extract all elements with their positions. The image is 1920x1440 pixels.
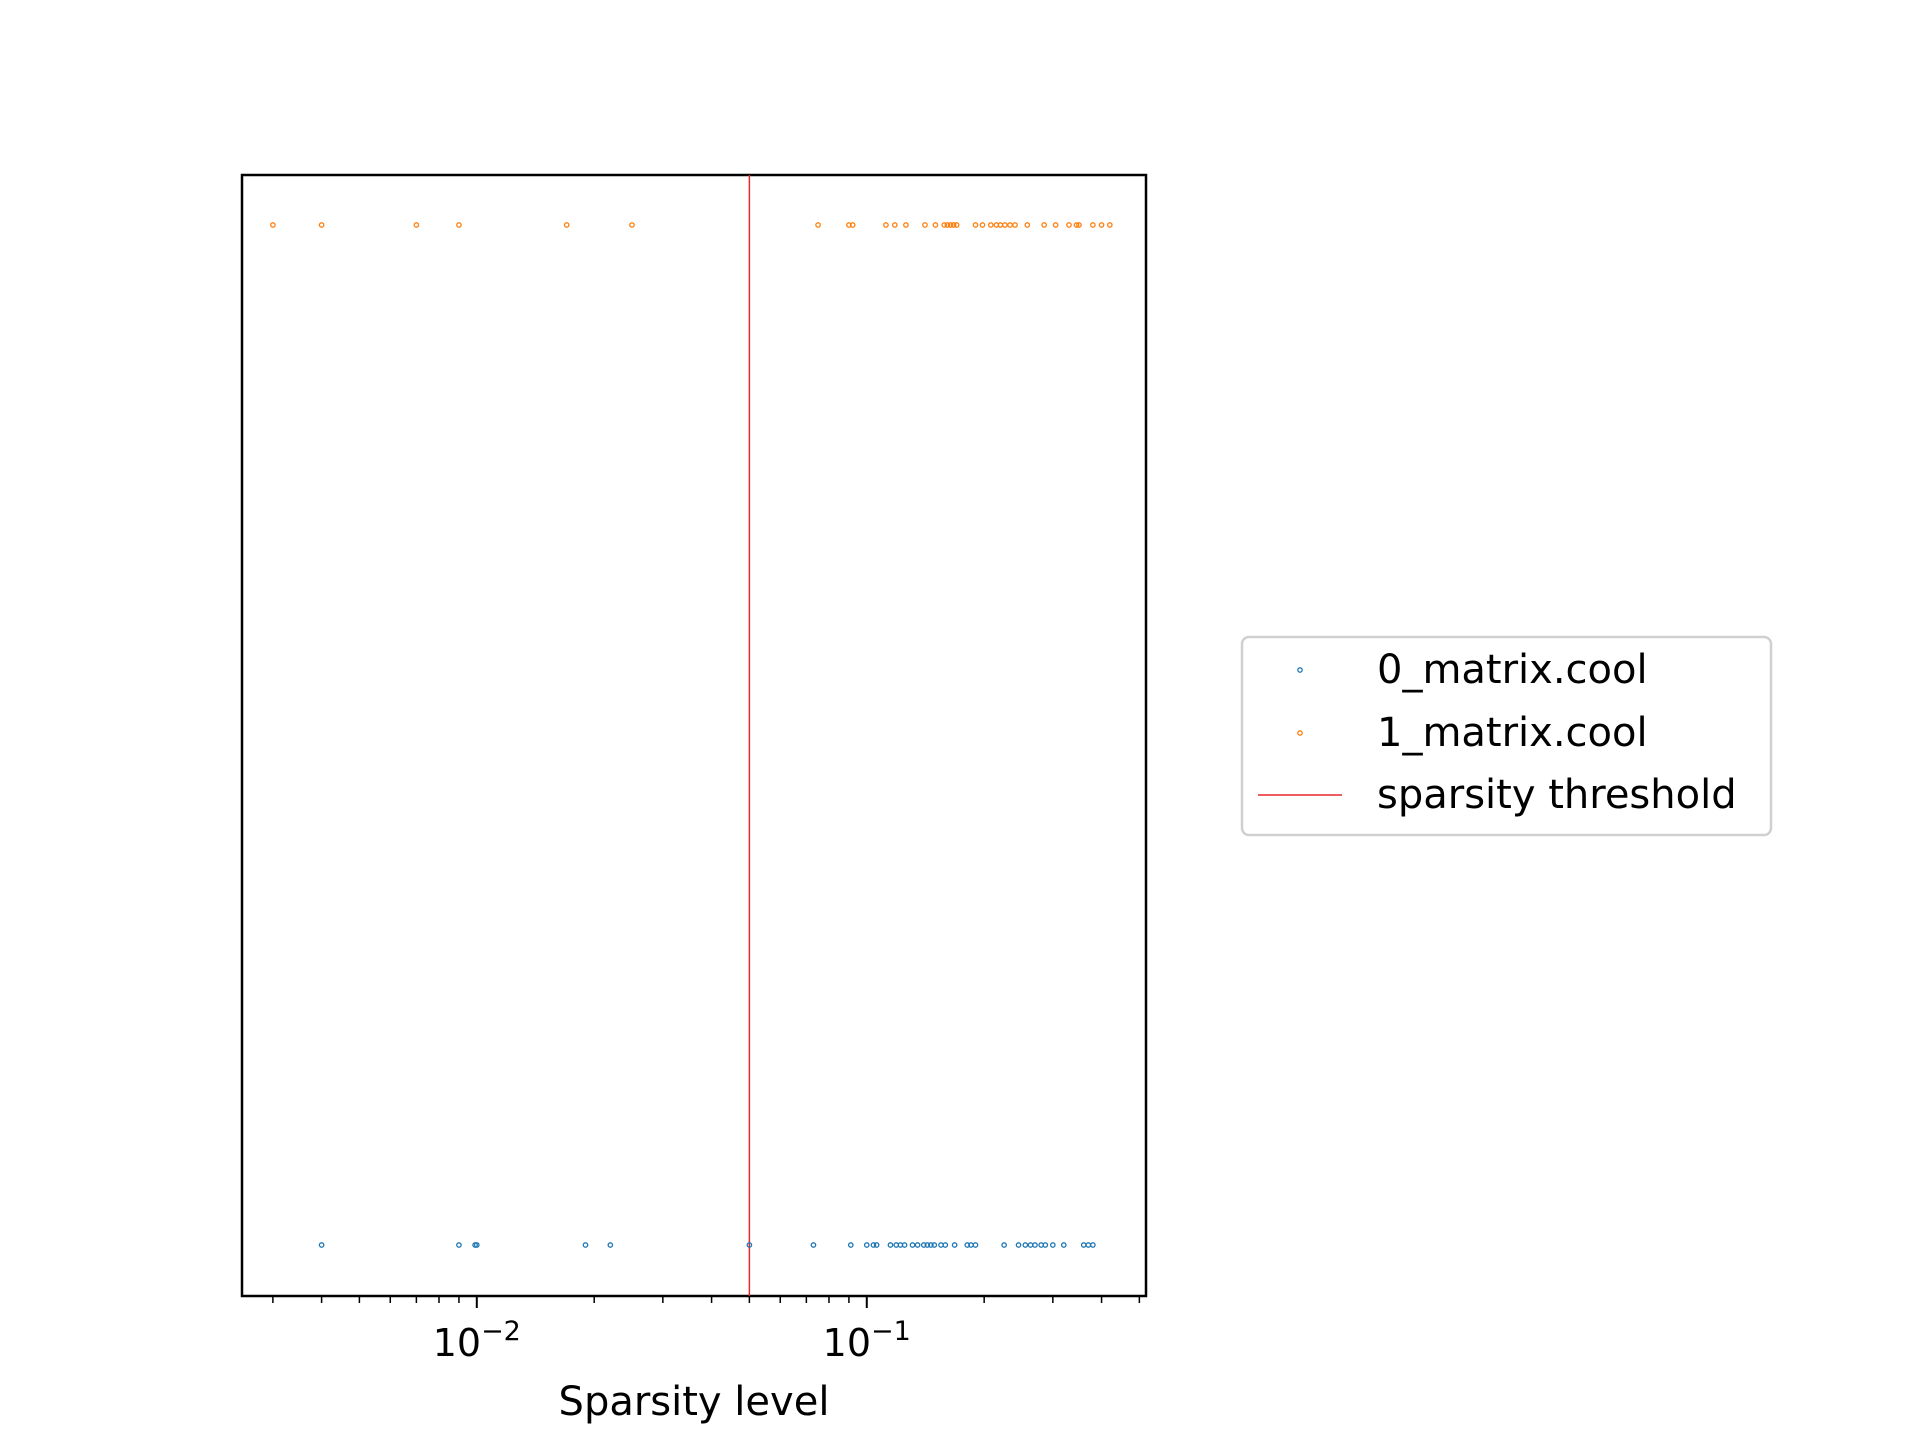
point-series-1-29: [1052, 222, 1059, 228]
point-series-0-34: [1042, 1242, 1049, 1248]
point-series-0-23: [942, 1242, 949, 1248]
point-series-0-18: [920, 1242, 927, 1248]
point-series-0-27: [972, 1242, 979, 1248]
point-series-1-3: [456, 222, 462, 228]
point-series-1-4: [563, 222, 570, 228]
legend-label-threshold: sparsity threshold: [1377, 772, 1737, 818]
point-series-1-30: [1066, 222, 1072, 228]
point-series-0-8: [847, 1242, 854, 1248]
point-series-0-11: [873, 1242, 880, 1248]
point-series-0-0: [318, 1242, 325, 1248]
x-ticks: 10−2 10−1: [272, 1296, 1141, 1365]
point-series-1-9: [883, 222, 889, 228]
plot-area: 10−2 10−1: [240, 173, 1148, 1365]
point-series-1-20: [979, 222, 986, 228]
point-series-1-19: [972, 222, 979, 228]
point-series-0-29: [1015, 1242, 1022, 1248]
point-series-1-35: [1106, 222, 1113, 228]
point-series-1-31: [1073, 222, 1080, 228]
point-series-1-32: [1076, 222, 1082, 228]
point-series-1-17: [950, 222, 957, 228]
point-series-1-34: [1098, 222, 1105, 228]
x-axis-label: Sparsity level: [559, 1379, 830, 1425]
point-series-1-6: [815, 222, 821, 228]
point-series-0-32: [1032, 1242, 1038, 1248]
x-tick-label-0: 10−2: [433, 1316, 521, 1365]
point-series-0-24: [951, 1242, 958, 1248]
point-series-0-28: [1001, 1242, 1007, 1248]
legend-frame: [1240, 635, 1773, 837]
point-series-0-16: [909, 1242, 916, 1248]
point-series-0-1: [456, 1242, 462, 1248]
point-series-0-3: [473, 1242, 480, 1248]
point-series-1-12: [922, 222, 928, 228]
point-series-1-18: [953, 222, 960, 228]
point-series-0-12: [887, 1242, 894, 1248]
point-series-0-20: [928, 1242, 934, 1248]
point-series-1-27: [1024, 222, 1031, 228]
legend-marker-series-0: [1297, 667, 1303, 673]
point-series-0-35: [1049, 1242, 1056, 1248]
point-series-0-30: [1022, 1242, 1029, 1248]
point-series-0-21: [931, 1242, 938, 1248]
legend-label-series-0: 0_matrix.cool: [1377, 647, 1648, 693]
point-series-0-25: [964, 1242, 971, 1248]
point-series-0-36: [1060, 1242, 1067, 1248]
point-series-0-17: [914, 1242, 921, 1248]
point-series-0-9: [863, 1242, 870, 1248]
point-series-1-8: [849, 222, 856, 228]
point-series-1-2: [413, 222, 420, 228]
point-series-1-10: [891, 222, 898, 228]
point-series-1-26: [1012, 222, 1018, 228]
point-series-0-6: [746, 1242, 753, 1248]
point-series-0-10: [870, 1242, 877, 1248]
legend-label-series-1: 1_matrix.cool: [1377, 710, 1648, 756]
point-series-1-5: [629, 222, 635, 228]
point-series-1-1: [318, 222, 325, 228]
point-series-1-21: [987, 222, 994, 228]
point-series-1-7: [846, 222, 852, 228]
point-series-1-11: [903, 222, 909, 228]
point-series-1-16: [947, 222, 954, 228]
point-series-0-15: [901, 1242, 908, 1248]
point-series-0-7: [810, 1242, 817, 1248]
x-tick-label-1: 10−1: [823, 1316, 911, 1365]
plot-frame: [240, 173, 1148, 1298]
point-series-0-5: [607, 1242, 614, 1248]
point-series-1-14: [941, 222, 948, 228]
point-series-1-28: [1041, 222, 1048, 228]
points-layer: [270, 222, 1113, 1248]
legend: 0_matrix.cool 1_matrix.cool sparsity thr…: [1240, 635, 1773, 837]
point-series-0-19: [924, 1242, 931, 1248]
point-series-1-0: [270, 222, 276, 228]
point-series-1-15: [944, 222, 951, 228]
legend-marker-series-1: [1297, 730, 1303, 736]
point-series-0-39: [1090, 1242, 1096, 1248]
point-series-0-4: [582, 1242, 589, 1248]
point-series-1-24: [1002, 222, 1008, 228]
point-series-1-13: [932, 222, 939, 228]
point-series-1-33: [1090, 222, 1096, 228]
